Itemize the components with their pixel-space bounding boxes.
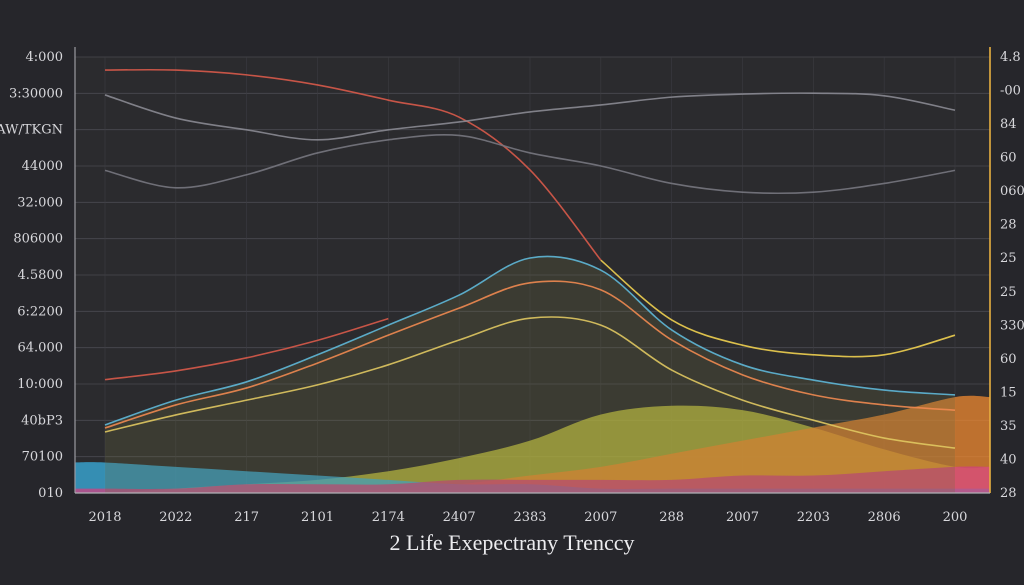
grid [75,56,990,494]
y-left-tick-label: 010 [38,486,63,501]
x-tick-label: 217 [234,510,259,525]
x-tick-label: 2407 [443,510,476,525]
x-tick-label: 288 [659,510,684,525]
y-left-tick-label: 3:30000 [9,86,63,101]
x-tick-label: 2022 [159,510,192,525]
series-line-0 [104,255,956,426]
y-right-tick-label: 35 [1000,419,1017,434]
areas [75,256,990,494]
axes: 4:000 3:30000 LAW/TKGN 44000 32:000 806000 4.5… [0,47,1024,525]
y-right-tick-label: 25 [1000,285,1017,300]
x-tick-label: 2007 [726,510,759,525]
y-right-tick-label: -00 [1000,84,1021,99]
x-tick-label: 2018 [88,510,121,525]
x-tick-label: 2007 [584,510,617,525]
series-line-4 [104,317,389,381]
y-left-tick-label: 6:2200 [17,304,63,319]
area-band-1 [75,395,990,494]
y-right-tick-label: 60 [1000,352,1017,367]
series-line-3 [104,68,602,261]
series-line-6 [104,92,956,141]
y-left-tick-label: 4:000 [26,50,63,65]
series-line-7 [104,134,956,195]
y-left-tick-label: 32:000 [17,195,63,210]
y-right-tick-label: 28 [1000,218,1017,233]
y-left-tick-label: 806000 [13,232,63,247]
x-tick-label: 2806 [868,510,901,525]
x-tick-label: 2383 [513,510,546,525]
series-line-1 [104,280,956,429]
y-left-tick-label: 40bP3 [21,413,63,428]
y-right-tick-label: 060 [1000,184,1024,199]
y-right-tick-label: 330 [1000,318,1024,333]
series-line-5 [600,259,956,358]
y-right-tick-label: 40 [1000,452,1017,467]
x-tick-label: 2101 [301,510,334,525]
y-left-tick-label: 64.000 [18,341,64,356]
y-right-tick-label: 25 [1000,251,1017,266]
peak-shading [105,256,955,493]
y-left-tick-label: 4.5800 [18,268,64,283]
y-right-tick-label: 84 [1000,117,1017,132]
series-lines [104,68,956,449]
y-left-tick-label: LAW/TKGN [0,123,63,138]
y-right-tick-label: 15 [1000,385,1017,400]
series-line-2 [104,316,956,449]
y-left-tick-label: 70100 [22,450,63,465]
y-left-tick-label: 44000 [22,159,63,174]
y-right-tick-label: 28 [1000,486,1017,501]
x-tick-label: 2174 [372,510,405,525]
x-tick-label: 200 [943,510,968,525]
y-right-tick-label: 60 [1000,151,1017,166]
chart-title: 2 Life Exepectrany Trenccy [390,530,635,555]
area-band-3 [75,466,990,493]
y-right-tick-label: 4.8 [1000,50,1021,65]
x-tick-label: 2203 [797,510,830,525]
y-left-tick-label: 10:000 [17,377,63,392]
